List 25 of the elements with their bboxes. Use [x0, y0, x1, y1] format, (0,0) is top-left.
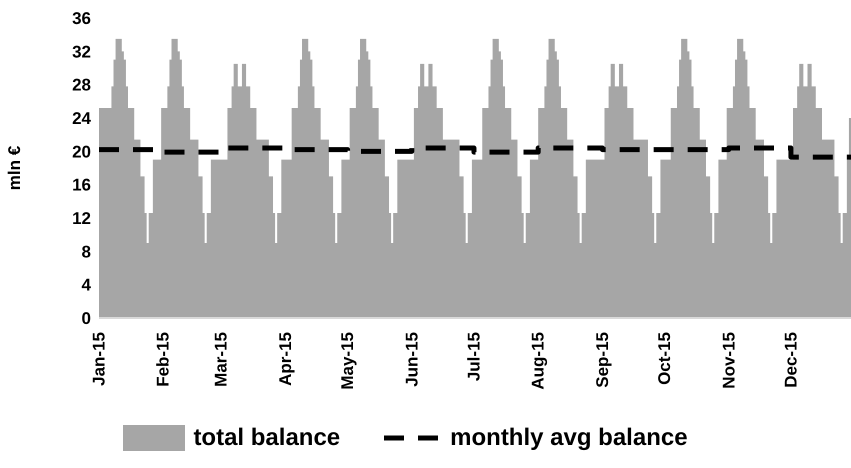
- y-tick-label: 8: [82, 242, 91, 262]
- legend-label: monthly avg balance: [450, 424, 688, 452]
- x-tick-label: May-15: [338, 332, 358, 390]
- x-tick-label: Oct-15: [655, 332, 674, 385]
- x-tick-label: Jun-15: [402, 332, 422, 387]
- y-tick-label: 4: [82, 276, 92, 295]
- y-tick-label: 32: [72, 42, 91, 62]
- legend-label: total balance: [193, 424, 340, 452]
- y-tick-label: 20: [72, 142, 91, 162]
- y-tick-label: 36: [72, 9, 91, 28]
- x-tick-label: Jul-15: [464, 332, 484, 382]
- x-tick-label: Feb-15: [154, 332, 173, 387]
- x-tick-label: Apr-15: [276, 332, 295, 386]
- y-tick-label: 24: [72, 109, 92, 128]
- x-tick-label: Aug-15: [528, 332, 548, 390]
- x-tick-label: Sep-15: [592, 332, 612, 388]
- y-axis-title: mln €: [5, 145, 24, 190]
- y-tick-label: 16: [72, 176, 91, 195]
- y-tick-label: 0: [82, 309, 91, 328]
- x-tick-label: Dec-15: [781, 332, 800, 388]
- x-tick-label: Mar-15: [212, 332, 231, 387]
- x-tick-label: Jan-15: [90, 332, 108, 386]
- y-tick-label: 28: [72, 76, 91, 95]
- x-tick-label: Nov-15: [719, 332, 738, 389]
- y-tick-label: 12: [72, 209, 91, 228]
